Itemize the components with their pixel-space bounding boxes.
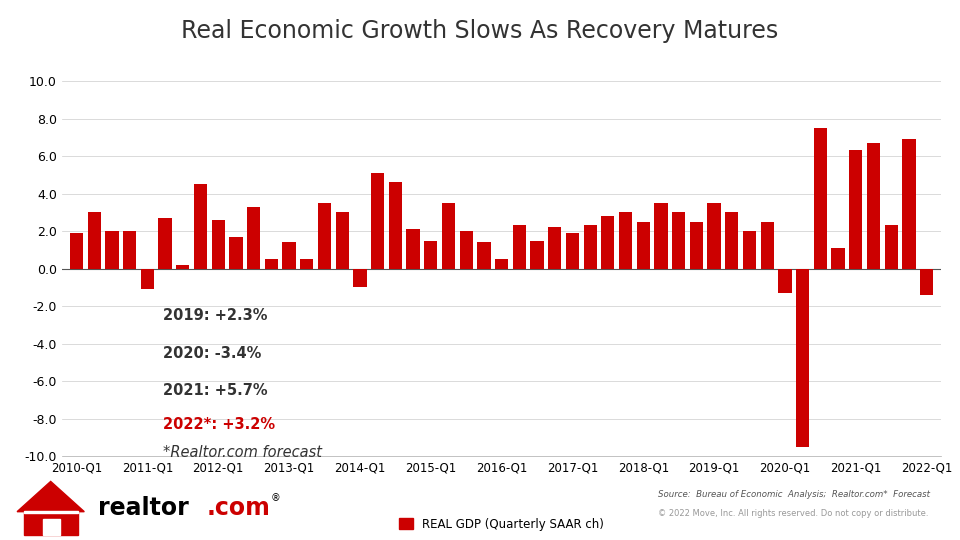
Bar — [87, 212, 101, 268]
Text: .com: .com — [206, 496, 271, 520]
Bar — [24, 511, 78, 535]
Bar — [477, 242, 491, 268]
Bar — [850, 151, 862, 268]
Bar — [211, 220, 225, 268]
Polygon shape — [17, 482, 84, 512]
Text: Real Economic Growth Slows As Recovery Matures: Real Economic Growth Slows As Recovery M… — [181, 19, 779, 43]
Bar — [655, 203, 667, 268]
Bar — [123, 231, 136, 268]
Bar — [70, 233, 84, 268]
Bar — [884, 226, 898, 268]
Text: 2021: +5.7%: 2021: +5.7% — [163, 383, 268, 398]
Bar — [406, 230, 420, 268]
Bar — [460, 231, 473, 268]
Bar — [300, 259, 313, 268]
Bar — [760, 222, 774, 268]
Bar — [495, 259, 508, 268]
Bar — [424, 240, 438, 268]
Bar — [831, 248, 845, 268]
Bar — [867, 143, 880, 268]
Bar — [530, 240, 543, 268]
Bar — [920, 268, 933, 295]
Bar — [619, 212, 633, 268]
Bar — [158, 218, 172, 268]
Bar — [902, 139, 916, 268]
Bar — [725, 212, 738, 268]
Bar — [42, 519, 60, 535]
Bar — [601, 216, 614, 268]
Bar — [796, 268, 809, 447]
Text: 2022*: +3.2%: 2022*: +3.2% — [163, 417, 276, 432]
Bar — [814, 128, 827, 268]
Bar — [779, 268, 792, 293]
Bar — [177, 265, 189, 268]
Bar — [106, 231, 119, 268]
Bar — [708, 203, 721, 268]
Text: 2019: +2.3%: 2019: +2.3% — [163, 308, 268, 323]
Bar — [442, 203, 455, 268]
Bar — [336, 212, 348, 268]
Bar — [318, 203, 331, 268]
Bar — [24, 511, 78, 513]
Bar — [389, 183, 402, 268]
Text: *Realtor.com forecast: *Realtor.com forecast — [163, 445, 323, 460]
Text: 2020: -3.4%: 2020: -3.4% — [163, 346, 262, 361]
Bar — [548, 227, 562, 268]
Text: ®: ® — [271, 492, 281, 503]
Bar — [584, 226, 597, 268]
Bar — [371, 173, 384, 268]
Text: realtor: realtor — [98, 496, 188, 520]
Legend: REAL GDP (Quarterly SAAR ch): REAL GDP (Quarterly SAAR ch) — [395, 513, 609, 535]
Bar — [690, 222, 703, 268]
Bar — [636, 222, 650, 268]
Bar — [565, 233, 579, 268]
Bar — [229, 237, 243, 268]
Bar — [194, 184, 207, 268]
Bar — [353, 268, 367, 287]
Text: © 2022 Move, Inc. All rights reserved. Do not copy or distribute.: © 2022 Move, Inc. All rights reserved. D… — [658, 509, 928, 518]
Bar — [141, 268, 154, 289]
Bar — [743, 231, 756, 268]
Bar — [265, 259, 278, 268]
Bar — [282, 242, 296, 268]
Bar — [513, 226, 526, 268]
Text: Source:  Bureau of Economic  Analysis;  Realtor.com*  Forecast: Source: Bureau of Economic Analysis; Rea… — [658, 490, 929, 500]
Bar — [247, 207, 260, 268]
Bar — [672, 212, 685, 268]
